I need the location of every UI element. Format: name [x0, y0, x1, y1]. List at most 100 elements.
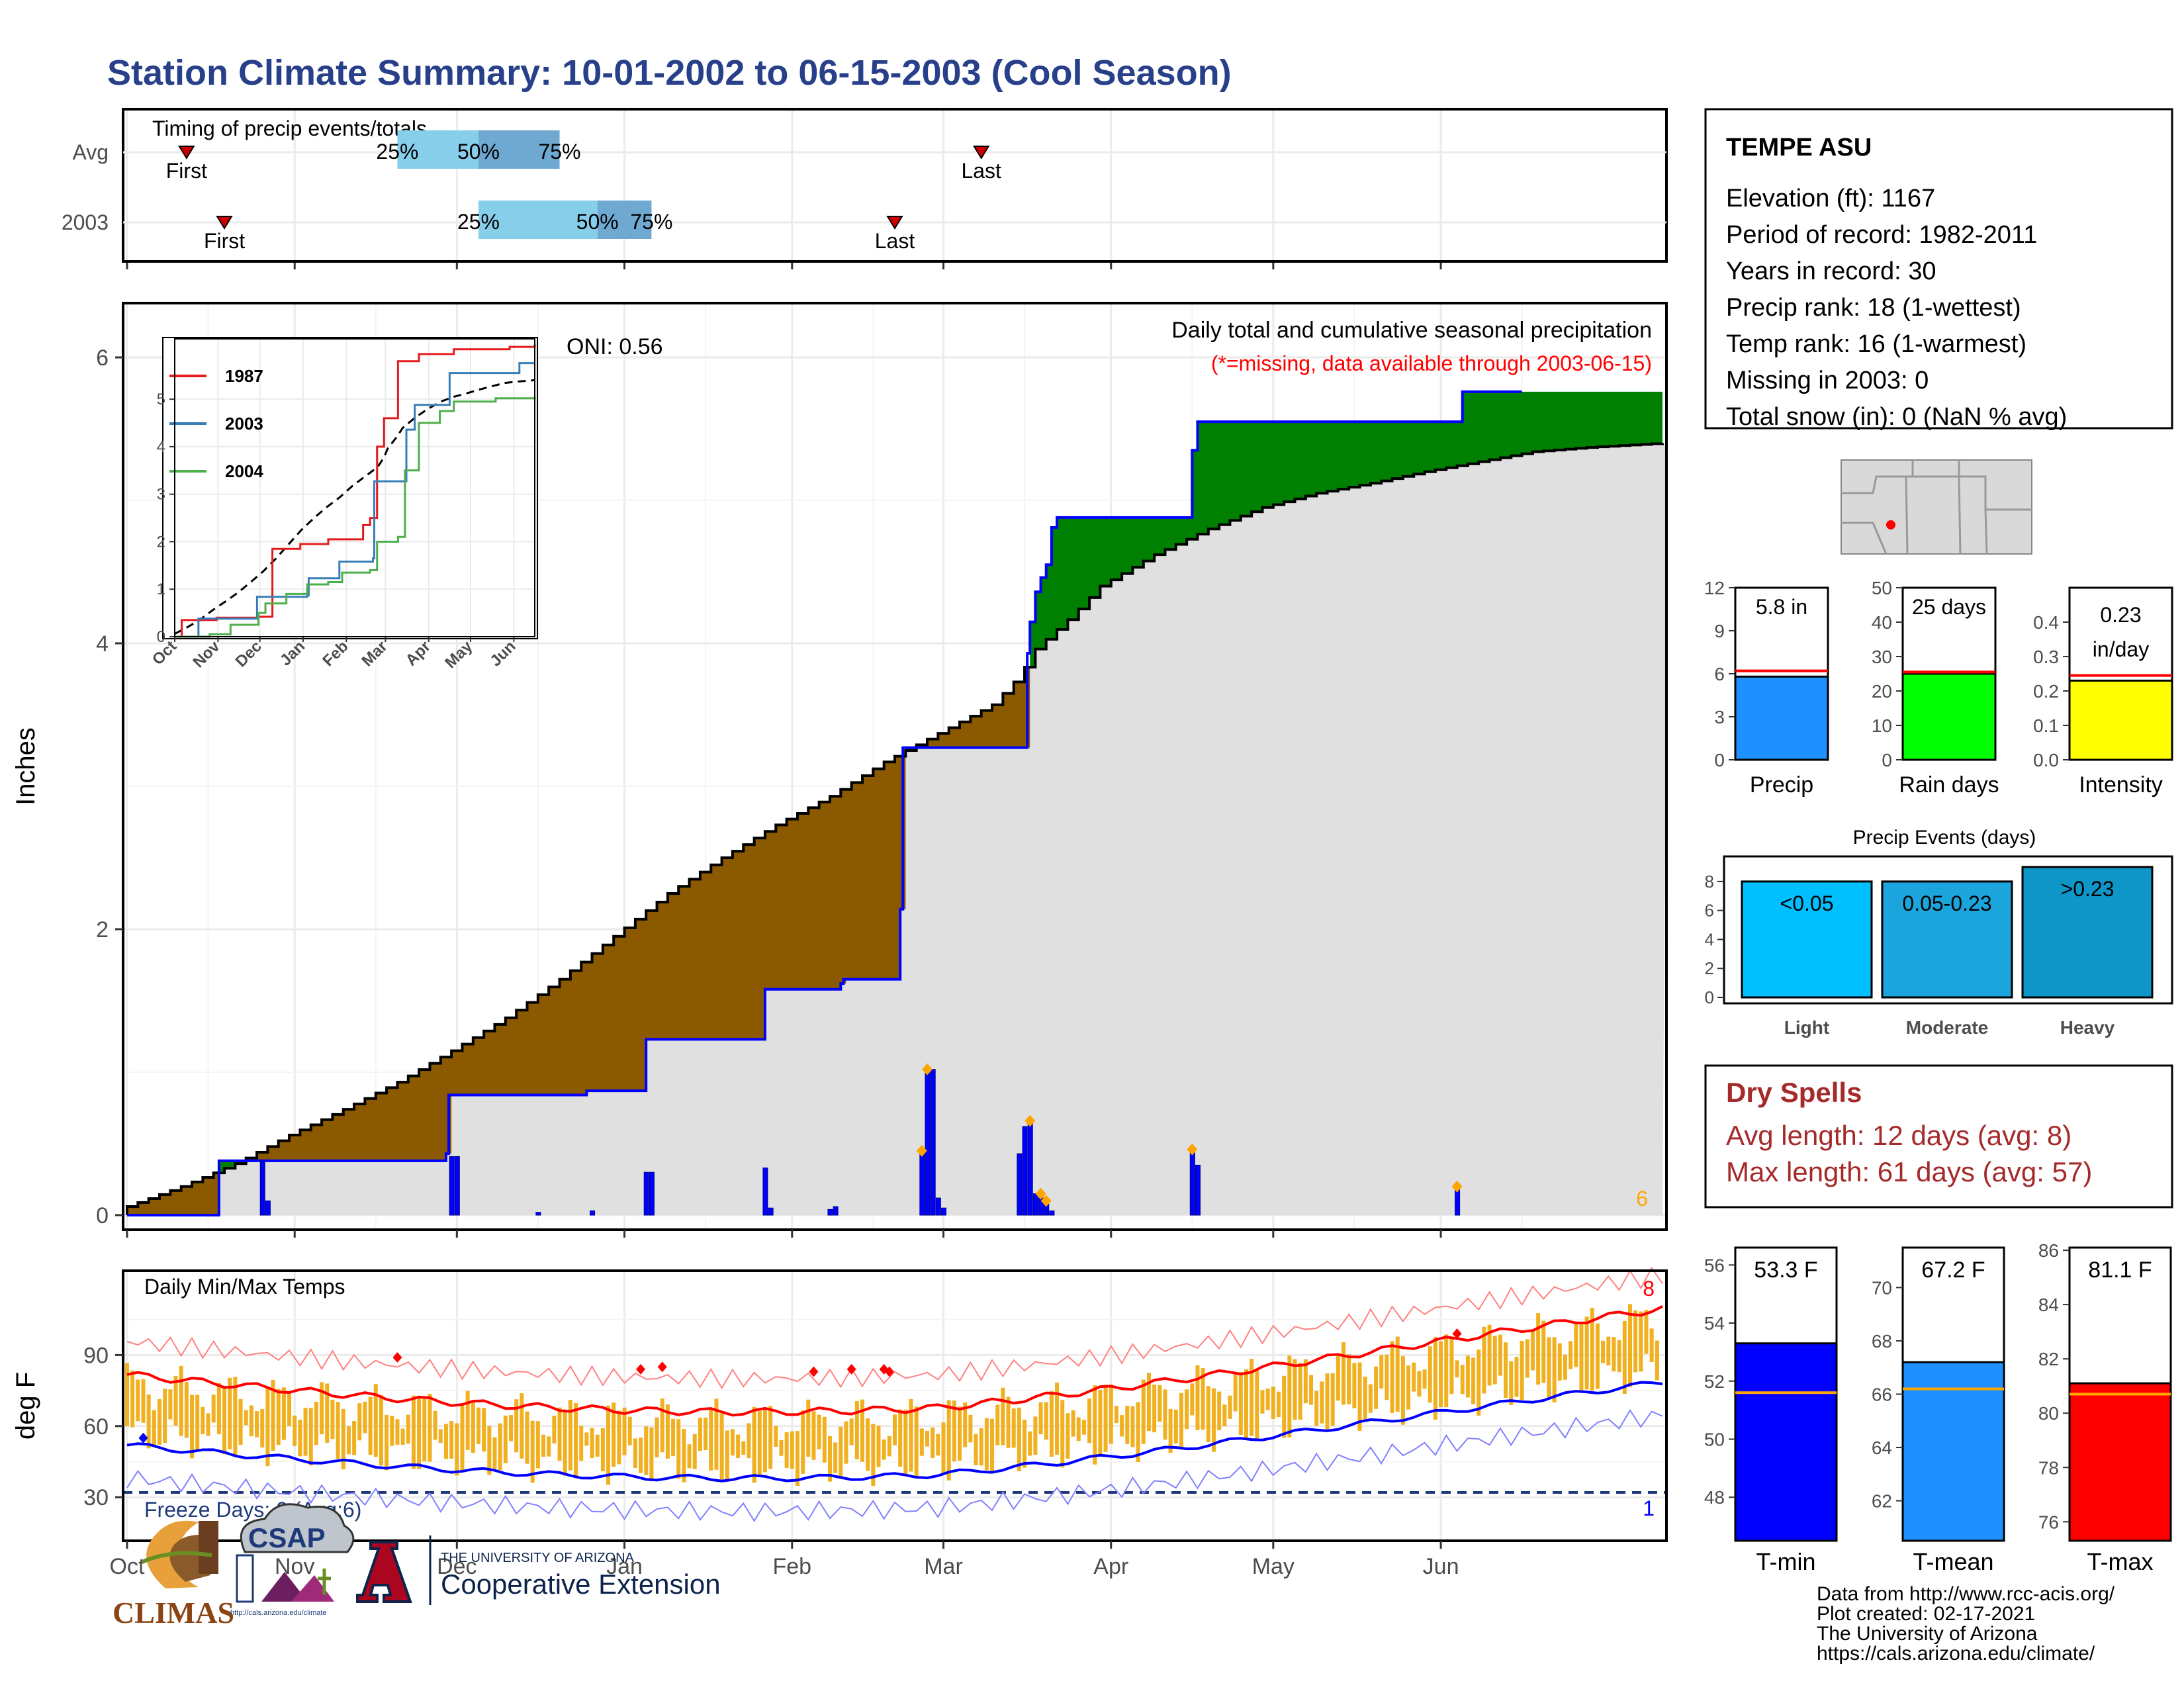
inset-y-tick: 5 [157, 390, 165, 408]
daily-temp-bar [833, 1442, 838, 1473]
daily-temp-bar [438, 1429, 443, 1443]
event-bar [2021, 866, 2154, 999]
temp-bar-category-label: T-max [2087, 1548, 2153, 1575]
daily-temp-bar [747, 1423, 751, 1459]
station-line: Years in record: 30 [1726, 257, 1936, 285]
daily-temp-bar [1417, 1371, 1422, 1397]
p25-label: 25% [376, 140, 418, 163]
daily-temp-bar [211, 1394, 216, 1423]
daily-temp-bar [1492, 1336, 1497, 1385]
daily-temp-bar [990, 1418, 995, 1471]
mini-y-tick: 0.3 [2033, 647, 2059, 667]
daily-temp-bar [931, 1427, 935, 1458]
y-tick-label: 4 [96, 631, 109, 657]
record-low-point [138, 1432, 148, 1443]
daily-temp-bar [411, 1395, 416, 1469]
daily-temp-bar [1385, 1354, 1389, 1400]
daily-temp-bar [1406, 1365, 1411, 1410]
daily-temp-bar [233, 1377, 238, 1457]
missing-note: (*=missing, data available through 2003-… [1211, 351, 1652, 375]
quartile-bar-lower [397, 130, 478, 169]
temp-bar-y-tick: 62 [1872, 1491, 1892, 1512]
daily-temp-bar [1400, 1356, 1405, 1425]
temp-bar-y-tick: 80 [2038, 1403, 2059, 1424]
daily-temp-bar [136, 1379, 140, 1422]
daily-temp-bar [741, 1441, 746, 1455]
daily-temp-bar [281, 1387, 286, 1440]
temp-bar-value [1734, 1342, 1838, 1542]
daily-temp-bar [1439, 1341, 1443, 1408]
mini-bar-value [2068, 679, 2173, 761]
daily-temp-bar [1211, 1388, 1216, 1452]
mini-y-tick: 30 [1872, 647, 1892, 667]
extreme-event-point [1451, 1180, 1463, 1193]
station-line: Elevation (ft): 1167 [1726, 185, 1935, 212]
temp-bar-y-tick: 82 [2038, 1349, 2059, 1369]
p75-label: 75% [630, 210, 672, 234]
mini-y-tick: 0.1 [2033, 715, 2059, 736]
daily-temp-bar [541, 1434, 546, 1457]
daily-precip-bar [1027, 1120, 1033, 1216]
daily-temp-bar [1352, 1363, 1357, 1408]
daily-precip-bar [941, 1207, 947, 1216]
daily-temp-bar [1287, 1355, 1292, 1438]
daily-temp-bar [385, 1414, 389, 1471]
daily-temp-bar [1066, 1413, 1070, 1459]
daily-precip-bar [265, 1200, 271, 1216]
daily-precip-bar [930, 1069, 936, 1216]
month-tick-label: Nov [275, 1554, 314, 1579]
daily-temp-bar [1023, 1420, 1027, 1468]
daily-temp-bar [1120, 1415, 1124, 1437]
daily-temp-bar [1633, 1310, 1638, 1373]
daily-temp-bar [379, 1394, 383, 1466]
daily-temp-bar [1001, 1387, 1005, 1445]
daily-temp-bar [163, 1389, 167, 1443]
daily-temp-bar [1541, 1320, 1546, 1383]
daily-temp-bar [1260, 1390, 1265, 1414]
daily-temp-bar [1622, 1320, 1627, 1394]
daily-temp-bar [1465, 1355, 1470, 1398]
daily-temp-bar [1520, 1341, 1524, 1400]
y-tick-label: 90 [83, 1343, 109, 1368]
daily-precip-bar [1189, 1149, 1195, 1216]
daily-temp-bar [1428, 1346, 1432, 1403]
daily-temp-bar [1098, 1389, 1103, 1455]
daily-temp-bar [1320, 1381, 1324, 1424]
precip-events-chart: Precip Events (days) 0 2 4 6 8 <0.05 Light 0.05… [1705, 827, 2173, 1038]
daily-temp-bar [762, 1408, 767, 1473]
daily-temp-bar [152, 1410, 156, 1446]
daily-temp-bar [471, 1401, 475, 1453]
mini-y-tick: 3 [1714, 707, 1725, 727]
csap-url: http://cals.arizona.edu/climate [230, 1609, 327, 1617]
daily-temp-bar [1049, 1391, 1054, 1457]
month-tick-label: Mar [924, 1554, 963, 1579]
daily-temp-bar [1552, 1337, 1557, 1402]
daily-temp-bar [400, 1428, 405, 1445]
extreme-event-point [1040, 1195, 1052, 1207]
p50-label: 50% [457, 140, 500, 163]
daily-temp-bar [1265, 1388, 1270, 1410]
credit-line: https://cals.arizona.edu/climate/ [1817, 1643, 2095, 1665]
daily-temp-bar [417, 1398, 422, 1469]
daily-temp-bar [530, 1420, 535, 1483]
daily-temp-bar [557, 1407, 562, 1461]
y-tick-label: 2 [96, 917, 109, 942]
daily-temp-bar [1395, 1336, 1400, 1412]
daily-temp-bar [1152, 1385, 1157, 1433]
daily-temp-bar [844, 1421, 848, 1464]
daily-temp-bar [298, 1420, 302, 1457]
event-bar-label: >0.23 [2061, 877, 2115, 901]
daily-temp-bar [514, 1399, 519, 1453]
daily-temp-bar [1033, 1416, 1038, 1455]
daily-temp-bar [1644, 1310, 1649, 1354]
daily-temp-bar [1201, 1368, 1205, 1430]
mini-bar-category-label: Rain days [1899, 772, 1999, 798]
month-tick-label: May [1252, 1554, 1295, 1579]
daily-temp-bar [352, 1420, 357, 1455]
temp-bar-y-tick: 64 [1872, 1438, 1892, 1458]
month-tick-label: Apr [1093, 1554, 1128, 1579]
temp-bar-y-tick: 54 [1704, 1313, 1725, 1334]
temp-bar-value [1901, 1361, 2005, 1542]
daily-temp-bar [1222, 1404, 1227, 1427]
